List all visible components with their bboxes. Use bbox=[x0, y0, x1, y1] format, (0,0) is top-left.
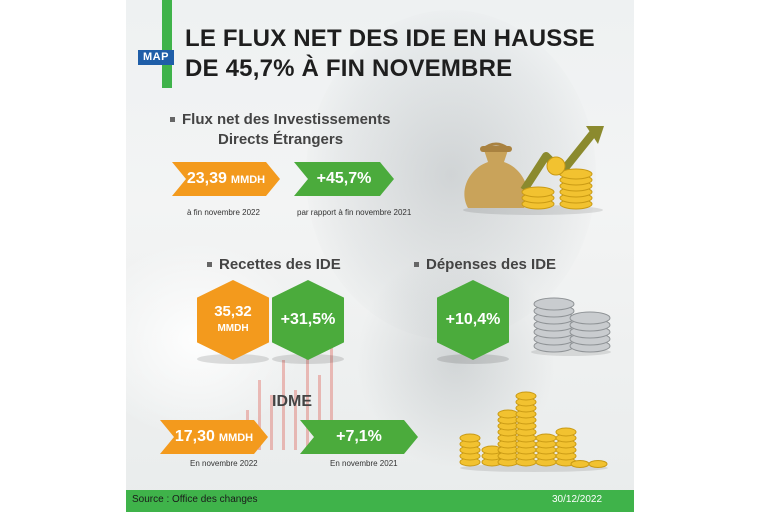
flux-value-caption: à fin novembre 2022 bbox=[187, 208, 260, 217]
flux-change-caption: par rapport à fin novembre 2021 bbox=[297, 208, 412, 217]
footer-bar bbox=[126, 490, 634, 512]
depenses-change: +10,4% bbox=[445, 311, 501, 328]
money-bag-icon bbox=[463, 126, 604, 215]
title-line-2: DE 45,7% À FIN NOVEMBRE bbox=[185, 55, 513, 82]
idme-section-label: IDME bbox=[272, 393, 312, 410]
recettes-change: +31,5% bbox=[280, 311, 336, 328]
title-accent-bar bbox=[162, 0, 172, 88]
flux-change: +45,7% bbox=[316, 170, 372, 187]
idme-value-unit: MMDH bbox=[218, 432, 254, 444]
depenses-section-label: Dépenses des IDE bbox=[414, 256, 556, 273]
idme-value-tag: 17,30 MMDH bbox=[160, 420, 268, 454]
recettes-value-unit: MMDH bbox=[217, 323, 249, 334]
idme-value-caption: En novembre 2022 bbox=[190, 459, 258, 468]
flux-value-unit: MMDH bbox=[230, 174, 266, 186]
title-line-1: LE FLUX NET DES IDE EN HAUSSE bbox=[185, 25, 595, 52]
bullet-icon bbox=[170, 116, 175, 122]
silver-coins-icon bbox=[531, 297, 611, 356]
flux-section-label: Flux net des Investissements Directs Étr… bbox=[170, 110, 390, 150]
idme-change: +7,1% bbox=[336, 428, 382, 445]
publication-date: 30/12/2022 bbox=[552, 494, 603, 505]
bullet-icon bbox=[207, 261, 212, 267]
page-title: LE FLUX NET DES IDE EN HAUSSE DE 45,7% À… bbox=[185, 24, 595, 84]
flux-value-tag: 23,39 MMDH bbox=[172, 162, 280, 196]
depenses-change-hexagon: +10,4% bbox=[437, 280, 509, 360]
recettes-value: 35,32 bbox=[214, 303, 252, 320]
recettes-value-hexagon: 35,32 MMDH bbox=[197, 280, 269, 360]
idme-change-caption: En novembre 2021 bbox=[330, 459, 398, 468]
flux-label-line-2: Directs Étrangers bbox=[218, 131, 344, 148]
flux-value: 23,39 bbox=[186, 170, 227, 187]
idme-change-tag: +7,1% bbox=[300, 420, 418, 454]
gold-coins-icon bbox=[459, 391, 608, 472]
flux-change-tag: +45,7% bbox=[294, 162, 394, 196]
source-text: Source : Office des changes bbox=[132, 494, 258, 505]
recettes-label: Recettes des IDE bbox=[219, 256, 341, 273]
recettes-change-hexagon: +31,5% bbox=[272, 280, 344, 360]
recettes-section-label: Recettes des IDE bbox=[207, 256, 341, 273]
idme-value: 17,30 bbox=[174, 428, 215, 445]
flux-label-line-1: Flux net des Investissements bbox=[182, 111, 391, 128]
map-logo: MAP bbox=[138, 50, 174, 65]
depenses-label: Dépenses des IDE bbox=[426, 256, 557, 273]
bullet-icon bbox=[414, 261, 419, 267]
